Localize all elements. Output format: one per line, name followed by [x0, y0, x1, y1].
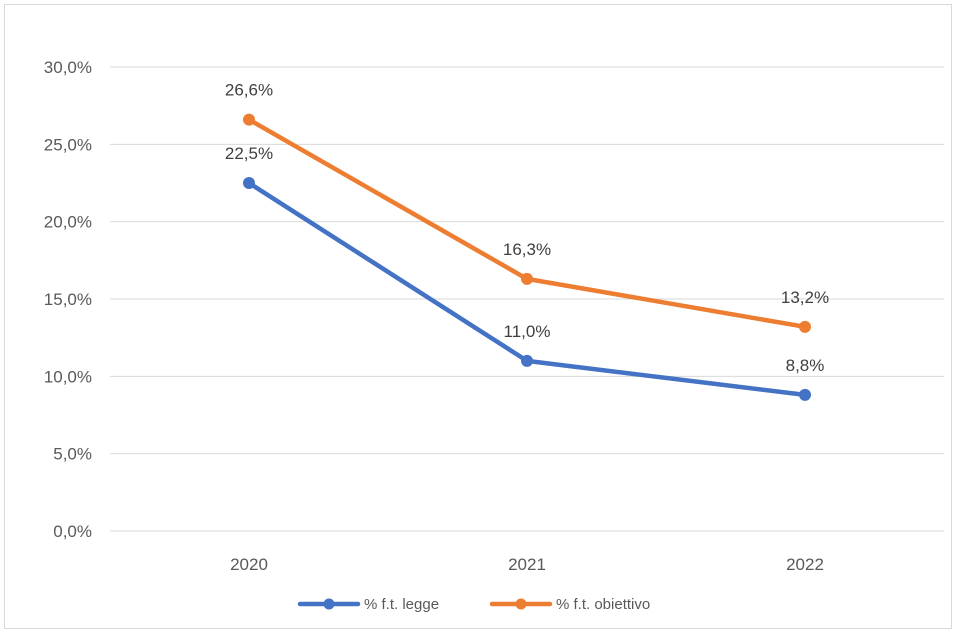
data-point	[243, 177, 255, 189]
y-tick-label: 10,0%	[44, 367, 92, 386]
data-point	[521, 354, 533, 367]
legend-marker	[515, 598, 527, 610]
series-line	[246, 117, 808, 330]
y-tick-label: 25,0%	[44, 135, 92, 154]
legend-label: % f.t. legge	[364, 596, 439, 613]
x-tick-label: 2022	[786, 555, 824, 574]
y-tick-label: 30,0%	[44, 58, 92, 77]
data-point	[521, 272, 533, 285]
data-label: 8,8%	[786, 356, 825, 375]
data-label: 16,3%	[503, 240, 551, 259]
chart-frame	[4, 4, 952, 629]
y-tick-label: 15,0%	[44, 290, 92, 309]
data-label: 11,0%	[504, 322, 551, 341]
data-point	[799, 320, 811, 333]
y-tick-label: 0,0%	[53, 522, 92, 541]
y-tick-label: 20,0%	[44, 213, 92, 232]
data-label: 13,2%	[781, 288, 829, 307]
data-label: 26,6%	[225, 81, 273, 100]
x-tick-label: 2020	[230, 555, 268, 574]
legend-label: % f.t. obiettivo	[556, 596, 650, 613]
data-point	[799, 388, 811, 401]
data-label: 22,5%	[225, 144, 273, 163]
data-point	[243, 113, 255, 126]
legend-marker	[323, 598, 335, 610]
y-tick-label: 5,0%	[53, 445, 92, 464]
x-tick-label: 2021	[508, 555, 546, 574]
